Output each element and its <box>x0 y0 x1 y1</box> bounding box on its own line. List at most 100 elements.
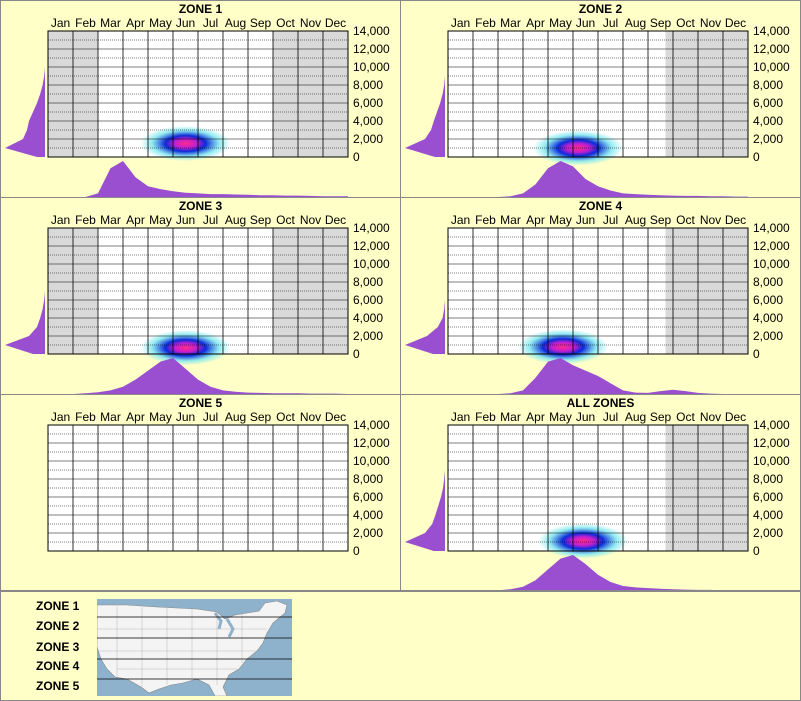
plot-border <box>47 424 349 552</box>
elevation-tick-label: 12,000 <box>753 436 790 450</box>
month-label: Jan <box>51 16 70 30</box>
elevation-tick-label: 2,000 <box>753 329 783 343</box>
month-label: May <box>549 16 572 30</box>
elevation-tick-label: 6,000 <box>353 293 383 307</box>
month-label: Jan <box>451 16 470 30</box>
month-label: Feb <box>75 410 96 424</box>
month-label: Feb <box>75 16 96 30</box>
elevation-tick-label: 10,000 <box>753 257 790 271</box>
month-label: May <box>149 410 172 424</box>
elevation-tick-label: 8,000 <box>353 275 383 289</box>
month-label: Feb <box>475 410 496 424</box>
month-label: May <box>549 213 572 227</box>
month-label: Mar <box>100 410 121 424</box>
month-label: Dec <box>725 16 746 30</box>
heat-peak <box>518 329 608 365</box>
elevation-tick-label: 8,000 <box>353 78 383 92</box>
elevation-tick-label: 4,000 <box>353 114 383 128</box>
month-label: Nov <box>300 213 321 227</box>
month-label: May <box>549 410 572 424</box>
month-label: Apr <box>126 16 145 30</box>
month-label: Nov <box>700 213 721 227</box>
month-label: Nov <box>700 16 721 30</box>
month-label: Jul <box>603 410 618 424</box>
month-label: Dec <box>725 213 746 227</box>
elevation-tick-label: 14,000 <box>753 418 790 432</box>
panel-title: ZONE 1 <box>178 2 223 16</box>
elevation-tick-label: 14,000 <box>353 221 390 235</box>
heat-peak <box>140 125 231 162</box>
elevation-tick-label: 10,000 <box>753 60 790 74</box>
elevation-distribution <box>5 31 45 157</box>
elevation-tick-label: 4,000 <box>753 508 783 522</box>
panel-chart: Jan Feb Mar Apr May Jun Jul Aug Sep Oct Nov Dec 14,0… <box>5 213 390 394</box>
month-label: Sep <box>250 16 272 30</box>
heat-peak <box>140 330 231 366</box>
month-label: Dec <box>325 410 346 424</box>
month-label: Feb <box>75 213 96 227</box>
plot-border <box>47 227 349 355</box>
month-distribution <box>448 161 748 197</box>
month-label: Sep <box>250 213 272 227</box>
elevation-tick-label: 4,000 <box>353 311 383 325</box>
plot-border <box>447 424 749 552</box>
elevation-tick-label: 2,000 <box>753 132 783 146</box>
elevation-tick-label: 0 <box>353 544 360 558</box>
zone-panel: ZONE 1 Jan Feb Mar Apr May Jun Jul Aug Sep Oct Nov D… <box>0 0 401 198</box>
elevation-tick-label: 0 <box>353 150 360 164</box>
panel-chart: Jan Feb Mar Apr May Jun Jul Aug Sep Oct Nov Dec 14,0… <box>5 16 390 197</box>
month-label: Apr <box>526 213 545 227</box>
month-distribution <box>48 161 348 197</box>
zone-panel: ZONE 5 Jan Feb Mar Apr May Jun Jul Aug Sep Oct Nov D… <box>0 394 401 592</box>
zone-panel: ALL ZONES Jan Feb Mar Apr May Jun Jul Aug Sep Oct N… <box>400 394 801 592</box>
month-label: Oct <box>676 410 695 424</box>
panel-chart: Jan Feb Mar Apr May Jun Jul Aug Sep Oct Nov Dec 14,0… <box>47 410 390 558</box>
elevation-tick-label: 0 <box>753 347 760 361</box>
elevation-tick-label: 8,000 <box>353 472 383 486</box>
month-label: Oct <box>276 16 295 30</box>
month-label: Apr <box>126 213 145 227</box>
month-label: Apr <box>126 410 145 424</box>
elevation-tick-label: 10,000 <box>353 60 390 74</box>
elevation-tick-label: 14,000 <box>753 24 790 38</box>
legend-zone-2: ZONE 2 <box>36 619 80 633</box>
elevation-tick-label: 2,000 <box>353 132 383 146</box>
us-zone-map <box>97 599 292 696</box>
elevation-tick-label: 12,000 <box>753 42 790 56</box>
elevation-tick-label: 10,000 <box>353 257 390 271</box>
month-label: Mar <box>500 16 521 30</box>
panel-title: ZONE 4 <box>578 199 623 213</box>
legend-zone-3: ZONE 3 <box>36 640 80 654</box>
month-label: May <box>149 16 172 30</box>
elevation-tick-label: 6,000 <box>753 96 783 110</box>
elevation-tick-label: 6,000 <box>353 490 383 504</box>
elevation-distribution <box>405 425 445 551</box>
month-label: Jun <box>576 16 595 30</box>
month-label: Sep <box>650 213 672 227</box>
month-label: Apr <box>526 16 545 30</box>
month-label: Mar <box>500 410 521 424</box>
month-label: Jan <box>51 410 70 424</box>
elevation-tick-label: 2,000 <box>353 526 383 540</box>
month-label: Aug <box>625 16 646 30</box>
month-distribution <box>448 358 748 394</box>
month-distribution <box>48 358 348 394</box>
month-label: Apr <box>526 410 545 424</box>
elevation-tick-label: 8,000 <box>753 78 783 92</box>
panel-title: ALL ZONES <box>566 396 635 410</box>
month-label: Sep <box>250 410 272 424</box>
elevation-tick-label: 10,000 <box>353 454 390 468</box>
elevation-tick-label: 6,000 <box>753 293 783 307</box>
month-label: Feb <box>475 213 496 227</box>
elevation-tick-label: 14,000 <box>753 221 790 235</box>
month-label: Jun <box>576 213 595 227</box>
elevation-tick-label: 0 <box>353 347 360 361</box>
month-label: Jan <box>451 213 470 227</box>
zone-panel: ZONE 2 Jan Feb Mar Apr May Jun Jul Aug Sep Oct Nov D… <box>400 0 801 198</box>
panel-chart: Jan Feb Mar Apr May Jun Jul Aug Sep Oct Nov Dec 14,0… <box>405 16 790 197</box>
elevation-tick-label: 12,000 <box>353 42 390 56</box>
month-label: Oct <box>676 16 695 30</box>
zone-panel: ZONE 3 Jan Feb Mar Apr May Jun Jul Aug Sep Oct Nov D… <box>0 197 401 395</box>
month-label: Mar <box>100 213 121 227</box>
month-label: Dec <box>725 410 746 424</box>
